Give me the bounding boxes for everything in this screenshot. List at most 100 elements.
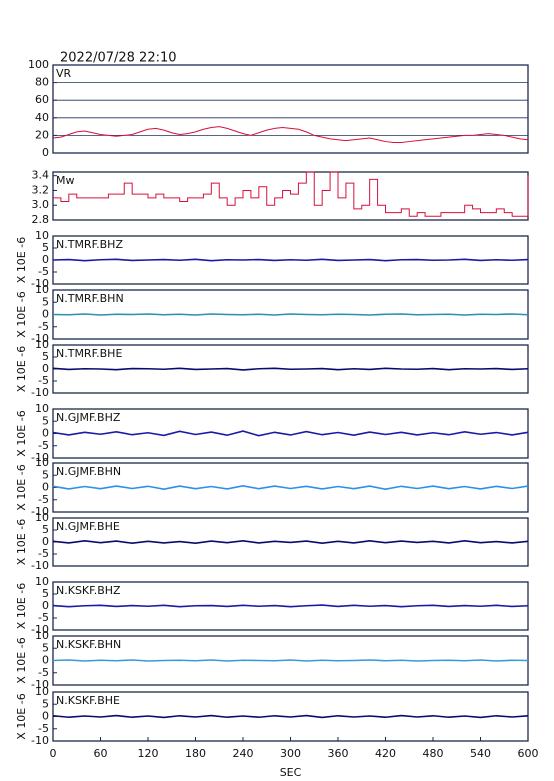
- y-tick-label: 5: [42, 641, 49, 654]
- y-tick-label: 2.8: [32, 213, 50, 226]
- trace: [52, 539, 529, 545]
- y-tick-label: -10: [31, 623, 49, 636]
- y-axis-label: X 10E -6: [15, 410, 28, 456]
- y-tick-label: -10: [31, 386, 49, 399]
- x-tick-label: 480: [423, 747, 444, 760]
- y-tick-label: -5: [38, 320, 49, 333]
- trace: [52, 313, 529, 316]
- y-tick-label: 0: [42, 599, 49, 612]
- y-axis-label: X 10E -6: [15, 637, 28, 683]
- chart-title: 2022/07/28 22:10: [60, 51, 177, 66]
- y-tick-label: -10: [31, 734, 49, 747]
- x-tick-label: 420: [375, 747, 396, 760]
- y-tick-label: -5: [38, 666, 49, 679]
- y-axis-label: X 10E -6: [15, 519, 28, 565]
- y-tick-label: 5: [42, 523, 49, 536]
- y-tick-label: 40: [35, 111, 49, 124]
- series-name: N.KSKF.BHE: [56, 694, 120, 707]
- y-axis-label: X 10E -6: [15, 237, 28, 283]
- y-tick-label: 10: [35, 629, 49, 642]
- x-tick-label: 180: [185, 747, 206, 760]
- y-tick-label: 60: [35, 93, 49, 106]
- y-tick-label: 0: [42, 654, 49, 667]
- y-tick-label: -5: [38, 265, 49, 278]
- y-tick-label: -10: [31, 277, 49, 290]
- trace: [53, 171, 529, 217]
- y-tick-label: -5: [38, 493, 49, 506]
- y-tick-label: 100: [28, 58, 49, 71]
- y-tick-label: 3.4: [32, 169, 50, 182]
- trace: [52, 604, 529, 608]
- x-tick-label: 0: [50, 747, 57, 760]
- y-tick-label: 0: [42, 146, 49, 159]
- y-tick-label: 5: [42, 697, 49, 710]
- trace: [52, 659, 529, 662]
- y-tick-label: 0: [42, 308, 49, 321]
- x-tick-label: 540: [470, 747, 491, 760]
- series-name: N.GJMF.BHN: [56, 465, 121, 478]
- y-tick-label: 10: [35, 685, 49, 698]
- trace: [52, 126, 529, 143]
- y-tick-label: 20: [35, 128, 49, 141]
- y-tick-label: 5: [42, 587, 49, 600]
- y-tick-label: 10: [35, 456, 49, 469]
- trace: [52, 484, 529, 491]
- y-tick-label: 0: [42, 427, 49, 440]
- series-name: Mw: [56, 174, 75, 187]
- trace: [52, 430, 529, 437]
- y-tick-label: 10: [35, 575, 49, 588]
- y-tick-label: 5: [42, 468, 49, 481]
- y-tick-label: 10: [35, 229, 49, 242]
- series-name: N.GJMF.BHE: [56, 520, 120, 533]
- y-tick-label: -5: [38, 439, 49, 452]
- y-tick-label: -5: [38, 547, 49, 560]
- trace: [52, 258, 529, 262]
- y-axis-label: X 10E -6: [15, 291, 28, 337]
- x-tick-label: 600: [518, 747, 539, 760]
- x-tick-label: 120: [138, 747, 159, 760]
- y-tick-label: -5: [38, 611, 49, 624]
- y-tick-label: 0: [42, 535, 49, 548]
- y-tick-label: -10: [31, 505, 49, 518]
- y-tick-label: 3.2: [32, 183, 50, 196]
- y-tick-label: 5: [42, 350, 49, 363]
- series-name: N.KSKF.BHN: [56, 638, 121, 651]
- y-tick-label: 10: [35, 402, 49, 415]
- x-tick-label: 60: [94, 747, 108, 760]
- y-tick-label: 80: [35, 76, 49, 89]
- series-name: VR: [56, 67, 72, 80]
- trace: [52, 367, 529, 371]
- y-tick-label: 0: [42, 710, 49, 723]
- y-tick-label: 10: [35, 283, 49, 296]
- y-tick-label: -5: [38, 722, 49, 735]
- series-name: N.TMRF.BHE: [56, 347, 122, 360]
- x-axis-label: SEC: [280, 766, 302, 779]
- y-tick-label: -10: [31, 332, 49, 345]
- y-axis-label: X 10E -6: [15, 693, 28, 739]
- y-axis-label: X 10E -6: [15, 583, 28, 629]
- y-axis-label: X 10E -6: [15, 346, 28, 392]
- series-name: N.KSKF.BHZ: [56, 584, 121, 597]
- x-tick-label: 300: [280, 747, 301, 760]
- y-tick-label: 0: [42, 362, 49, 375]
- y-tick-label: 5: [42, 414, 49, 427]
- series-name: N.TMRF.BHZ: [56, 238, 123, 251]
- y-tick-label: -10: [31, 451, 49, 464]
- x-tick-label: 360: [328, 747, 349, 760]
- y-tick-label: 3.0: [32, 198, 50, 211]
- y-tick-label: 10: [35, 338, 49, 351]
- trace: [52, 714, 529, 719]
- y-tick-label: 5: [42, 241, 49, 254]
- y-tick-label: 5: [42, 295, 49, 308]
- y-tick-label: 0: [42, 253, 49, 266]
- y-tick-label: 0: [42, 481, 49, 494]
- y-tick-label: -5: [38, 374, 49, 387]
- series-name: N.TMRF.BHN: [56, 292, 124, 305]
- y-tick-label: -10: [31, 678, 49, 691]
- y-axis-label: X 10E -6: [15, 464, 28, 510]
- x-tick-label: 240: [233, 747, 254, 760]
- panel-frame: [52, 64, 529, 154]
- y-tick-label: -10: [31, 559, 49, 572]
- series-name: N.GJMF.BHZ: [56, 411, 121, 424]
